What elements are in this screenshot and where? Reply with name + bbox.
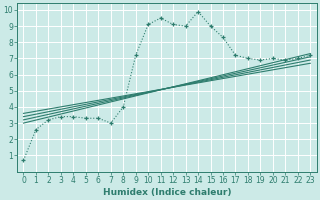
X-axis label: Humidex (Indice chaleur): Humidex (Indice chaleur) (103, 188, 231, 197)
